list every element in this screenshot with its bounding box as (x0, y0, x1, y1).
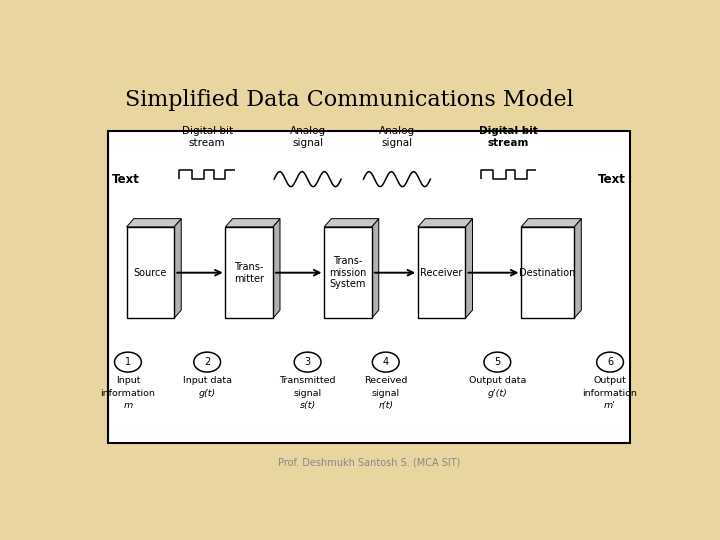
Text: Digital bit
stream: Digital bit stream (479, 126, 538, 148)
Text: Analog
signal: Analog signal (289, 126, 325, 148)
Text: information: information (101, 389, 156, 397)
Text: Received: Received (364, 376, 408, 385)
Polygon shape (521, 219, 581, 227)
Polygon shape (465, 219, 472, 319)
Text: 6: 6 (607, 357, 613, 367)
Text: 3: 3 (305, 357, 311, 367)
Text: Trans-
mitter: Trans- mitter (234, 262, 264, 284)
Text: 5: 5 (494, 357, 500, 367)
Text: Text: Text (598, 173, 626, 186)
Polygon shape (174, 219, 181, 319)
Text: 1: 1 (125, 357, 131, 367)
Text: Trans-
mission
System: Trans- mission System (329, 256, 366, 289)
Text: Output data: Output data (469, 376, 526, 385)
Text: Receiver: Receiver (420, 268, 463, 278)
Text: s(t): s(t) (300, 401, 316, 410)
Text: Simplified Data Communications Model: Simplified Data Communications Model (125, 89, 573, 111)
Text: Digital bit
stream: Digital bit stream (181, 126, 233, 148)
Text: g(t): g(t) (199, 389, 216, 397)
Text: Analog
signal: Analog signal (379, 126, 415, 148)
Circle shape (194, 352, 220, 372)
Text: information: information (582, 389, 637, 397)
Polygon shape (324, 219, 379, 227)
Circle shape (597, 352, 624, 372)
Text: r(t): r(t) (378, 401, 393, 410)
Text: signal: signal (372, 389, 400, 397)
FancyBboxPatch shape (108, 131, 630, 443)
Text: Text: Text (112, 173, 140, 186)
Text: Transmitted: Transmitted (279, 376, 336, 385)
FancyBboxPatch shape (418, 227, 465, 319)
Polygon shape (372, 219, 379, 319)
Circle shape (484, 352, 510, 372)
Circle shape (114, 352, 141, 372)
Text: Input data: Input data (183, 376, 232, 385)
FancyBboxPatch shape (521, 227, 574, 319)
Polygon shape (574, 219, 581, 319)
Text: m: m (123, 401, 132, 410)
Text: g'(t): g'(t) (487, 389, 508, 397)
FancyBboxPatch shape (225, 227, 273, 319)
Text: Source: Source (134, 268, 167, 278)
FancyBboxPatch shape (324, 227, 372, 319)
Text: m': m' (604, 401, 616, 410)
Polygon shape (418, 219, 472, 227)
Text: Input: Input (116, 376, 140, 385)
Polygon shape (225, 219, 280, 227)
Polygon shape (127, 219, 181, 227)
Text: 4: 4 (382, 357, 389, 367)
FancyBboxPatch shape (127, 227, 174, 319)
Text: 2: 2 (204, 357, 210, 367)
Text: signal: signal (294, 389, 322, 397)
Text: Destination: Destination (519, 268, 576, 278)
Circle shape (372, 352, 399, 372)
Text: Prof. Deshmukh Santosh S. (MCA SIT): Prof. Deshmukh Santosh S. (MCA SIT) (278, 458, 460, 468)
Text: Output: Output (593, 376, 626, 385)
Circle shape (294, 352, 321, 372)
Polygon shape (273, 219, 280, 319)
